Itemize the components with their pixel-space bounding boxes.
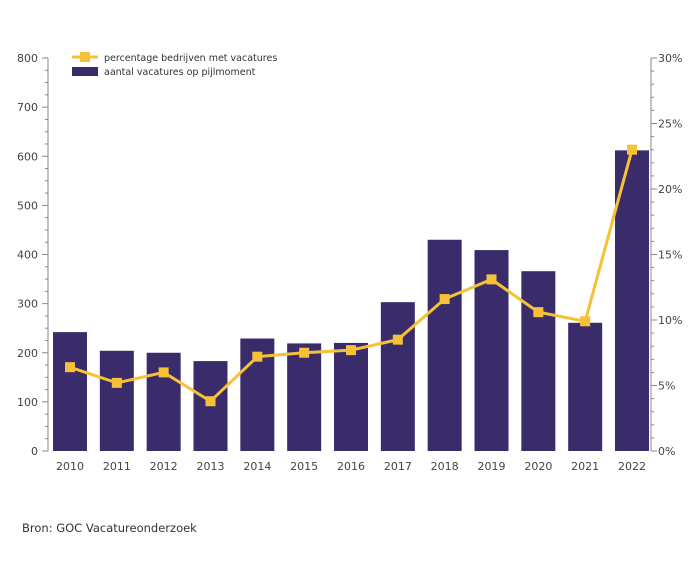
bar: [99, 350, 134, 451]
line-series: [65, 144, 637, 407]
line-marker: [580, 316, 591, 327]
x-axis-labels: 2010 2011 2012 2013 2014 2015 2016 2017 2018 2019…: [56, 460, 646, 473]
legend-label: percentage bedrijven met vacatures: [104, 53, 277, 64]
bar: [568, 322, 603, 451]
x-tick-label: 2020: [524, 460, 552, 473]
right-tick-label: 20%: [658, 183, 682, 196]
bar: [334, 342, 368, 451]
bar-series: [53, 150, 649, 452]
left-tick-label: 700: [17, 101, 38, 114]
right-tick-label: 10%: [658, 314, 682, 327]
bar: [427, 239, 462, 451]
left-tick-label: 500: [17, 199, 38, 212]
line-marker: [533, 307, 544, 318]
right-tick-label: 25%: [658, 118, 682, 131]
x-tick-label: 2012: [150, 460, 178, 473]
source-note: Bron: GOC Vacatureonderzoek: [22, 521, 197, 535]
x-tick-label: 2016: [337, 460, 365, 473]
line-marker: [439, 294, 450, 305]
legend-line-marker: [80, 52, 90, 62]
bar: [53, 332, 87, 451]
combo-chart: 0 100 200 300 400 500 600 700 800 0% 5% 10% 15% 20% 2…: [17, 52, 682, 473]
right-tick-label: 15%: [658, 249, 682, 262]
line-marker: [299, 347, 310, 358]
legend-bar-swatch: [72, 67, 98, 76]
legend-label: aantal vacatures op pijlmoment: [104, 67, 256, 78]
left-axis: 0 100 200 300 400 500 600 700 800: [17, 52, 49, 458]
legend: percentage bedrijven met vacatures aantal…: [72, 52, 277, 78]
line-marker: [205, 396, 216, 407]
bar: [287, 343, 322, 451]
left-tick-label: 400: [17, 249, 38, 262]
x-tick-label: 2021: [571, 460, 599, 473]
line-marker: [486, 274, 497, 285]
left-tick-label: 200: [17, 347, 38, 360]
x-tick-label: 2017: [384, 460, 412, 473]
left-tick-label: 600: [17, 150, 38, 163]
bar: [615, 150, 649, 452]
left-tick-label: 100: [17, 396, 38, 409]
line-marker: [627, 144, 637, 155]
right-tick-label: 5%: [658, 380, 675, 393]
x-tick-label: 2018: [431, 460, 459, 473]
right-tick-label: 30%: [658, 52, 682, 65]
left-tick-label: 0: [31, 445, 38, 458]
line-marker: [392, 334, 403, 345]
x-tick-label: 2013: [197, 460, 225, 473]
line-marker: [111, 377, 122, 388]
right-axis: 0% 5% 10% 15% 20% 25% 30%: [650, 52, 682, 458]
bar: [521, 271, 556, 451]
left-tick-label: 300: [17, 298, 38, 311]
x-tick-label: 2011: [103, 460, 131, 473]
bar: [380, 302, 415, 451]
x-tick-label: 2010: [56, 460, 84, 473]
x-tick-label: 2019: [478, 460, 506, 473]
line-marker: [65, 362, 75, 373]
line-marker: [252, 351, 263, 362]
x-tick-label: 2015: [290, 460, 318, 473]
line-marker: [158, 367, 169, 378]
left-tick-label: 800: [17, 52, 38, 65]
line-marker: [346, 345, 356, 356]
right-tick-label: 0%: [658, 445, 675, 458]
x-tick-label: 2022: [618, 460, 646, 473]
x-tick-label: 2014: [243, 460, 271, 473]
